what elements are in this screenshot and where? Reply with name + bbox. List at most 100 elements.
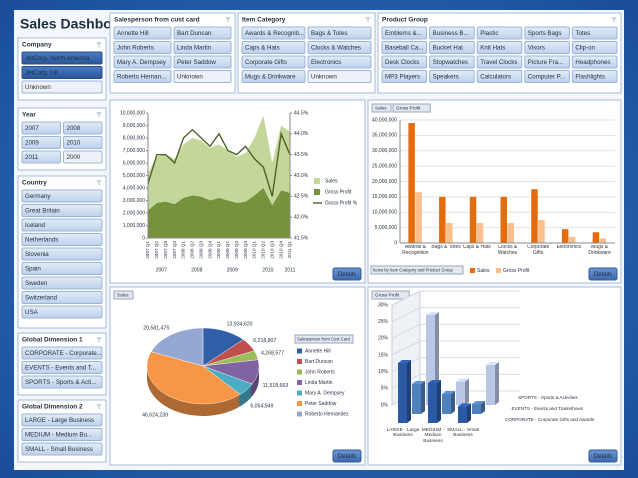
bar	[507, 223, 514, 243]
field-button[interactable]	[113, 290, 134, 300]
slicer-item[interactable]	[21, 80, 103, 94]
details-button[interactable]	[332, 449, 362, 463]
slicer-filter-icon[interactable]	[96, 337, 102, 343]
x-tick-label: 2010 Q4	[278, 241, 283, 259]
slicer-filter-icon[interactable]	[365, 17, 371, 23]
bar-top	[472, 401, 485, 404]
slicer-item[interactable]	[21, 276, 103, 290]
slicer-item[interactable]	[63, 136, 103, 149]
x-tick-label: 2007 Q4	[172, 241, 177, 259]
slicer-item[interactable]	[21, 150, 61, 164]
slicer-item[interactable]	[429, 26, 475, 40]
slicer-item-label: SPORTS - Sports & Acti...	[25, 379, 97, 386]
slicer-item[interactable]	[307, 70, 372, 83]
slicer-item[interactable]	[173, 55, 232, 69]
bar	[469, 196, 477, 243]
slicer-item[interactable]	[63, 150, 103, 164]
slicer-item[interactable]	[21, 66, 103, 79]
slicer-item[interactable]	[381, 70, 428, 83]
slicer-item[interactable]	[113, 41, 172, 54]
x-tick-label-box: Electronics	[557, 245, 581, 250]
legend-swatch	[297, 359, 302, 364]
slicer-item[interactable]	[307, 26, 372, 40]
slicer-item[interactable]	[173, 70, 232, 83]
x-tick-label: 2010 Q3	[269, 241, 274, 259]
slicer-item-label: Visors	[528, 45, 545, 52]
slicer-item[interactable]	[381, 55, 428, 69]
slicer-item[interactable]	[21, 361, 103, 374]
slicer-item[interactable]	[524, 41, 570, 54]
slicer-filter-icon[interactable]	[96, 404, 102, 410]
slicer-item[interactable]	[21, 136, 61, 149]
y-tick-label: 4,000,000	[123, 185, 145, 191]
slicer-filter-icon[interactable]	[611, 17, 617, 23]
slicer-item[interactable]	[21, 204, 103, 217]
slicer-item[interactable]	[571, 55, 618, 69]
slicer-item[interactable]	[307, 41, 372, 54]
slicer-item[interactable]	[21, 247, 103, 261]
slicer-item[interactable]	[476, 70, 523, 83]
field-button[interactable]	[371, 290, 410, 300]
details-button[interactable]	[588, 267, 618, 281]
slicer-item[interactable]	[571, 70, 618, 83]
slicer-item[interactable]	[476, 41, 523, 54]
slicer-item[interactable]	[21, 346, 103, 360]
filter-dropdown[interactable]	[370, 265, 464, 275]
slicer-item[interactable]	[571, 41, 618, 54]
slicer-item-label: Slovenia	[25, 251, 49, 258]
slicer-item[interactable]	[21, 233, 103, 246]
field-button[interactable]	[392, 103, 431, 113]
slicer-item[interactable]	[21, 442, 103, 456]
slicer-item[interactable]	[429, 70, 475, 83]
slicer-item[interactable]	[307, 55, 372, 69]
slicer-item[interactable]	[21, 121, 61, 135]
slicer-item[interactable]	[113, 70, 172, 83]
slicer-title: Product Group	[382, 17, 428, 24]
slicer-item[interactable]	[429, 55, 475, 69]
slicer-filter-icon[interactable]	[96, 112, 102, 118]
slicer-item[interactable]	[524, 26, 570, 40]
slicer-item[interactable]	[381, 26, 428, 40]
field-button[interactable]	[371, 103, 392, 113]
slicer-item[interactable]	[476, 26, 523, 40]
slicer-item[interactable]	[241, 41, 306, 54]
grid-line	[391, 323, 520, 339]
slicer-item[interactable]	[113, 55, 172, 69]
slicer-item[interactable]	[571, 26, 618, 40]
slicer-item[interactable]	[113, 26, 172, 40]
slicer-item-label: SMALL - Small Business	[25, 446, 93, 453]
gross-profit-pct-line	[147, 128, 291, 197]
bar-top	[456, 378, 469, 382]
details-button[interactable]	[332, 267, 362, 281]
slicer-item[interactable]	[173, 26, 232, 40]
slicer-item[interactable]	[63, 121, 103, 135]
slicer-item[interactable]	[241, 26, 306, 40]
slicer-item[interactable]	[21, 51, 103, 65]
y-tick-label: 25,000,000	[372, 163, 397, 169]
slicer-item[interactable]	[524, 55, 570, 69]
slicer-item[interactable]	[21, 375, 103, 389]
slicer-item[interactable]	[21, 262, 103, 275]
slicer-item[interactable]	[476, 55, 523, 69]
slicer-item[interactable]	[241, 70, 306, 83]
slicer-item[interactable]	[524, 70, 570, 83]
slicer-item[interactable]	[21, 218, 103, 232]
bar-side	[467, 403, 471, 423]
slicer-item[interactable]	[381, 41, 428, 54]
slicer-filter-icon[interactable]	[96, 42, 102, 48]
slicer-item[interactable]	[241, 55, 306, 69]
slicer-item-label: Sweden	[25, 280, 48, 287]
slicer-filter-icon[interactable]	[96, 180, 102, 186]
details-button[interactable]	[588, 449, 618, 463]
slicer-item[interactable]	[21, 413, 103, 427]
slicer-filter-icon[interactable]	[225, 17, 231, 23]
slicer-item[interactable]	[21, 428, 103, 441]
slicer-item[interactable]	[173, 41, 232, 54]
slicer-item[interactable]	[21, 305, 103, 319]
legend-dropdown[interactable]	[294, 334, 354, 344]
slicer-item[interactable]	[21, 189, 103, 203]
y-tick-label: 5%	[381, 386, 389, 392]
y2-tick-label: 44.0%	[294, 131, 309, 137]
slicer-item[interactable]	[21, 291, 103, 304]
slicer-item[interactable]	[429, 41, 475, 54]
